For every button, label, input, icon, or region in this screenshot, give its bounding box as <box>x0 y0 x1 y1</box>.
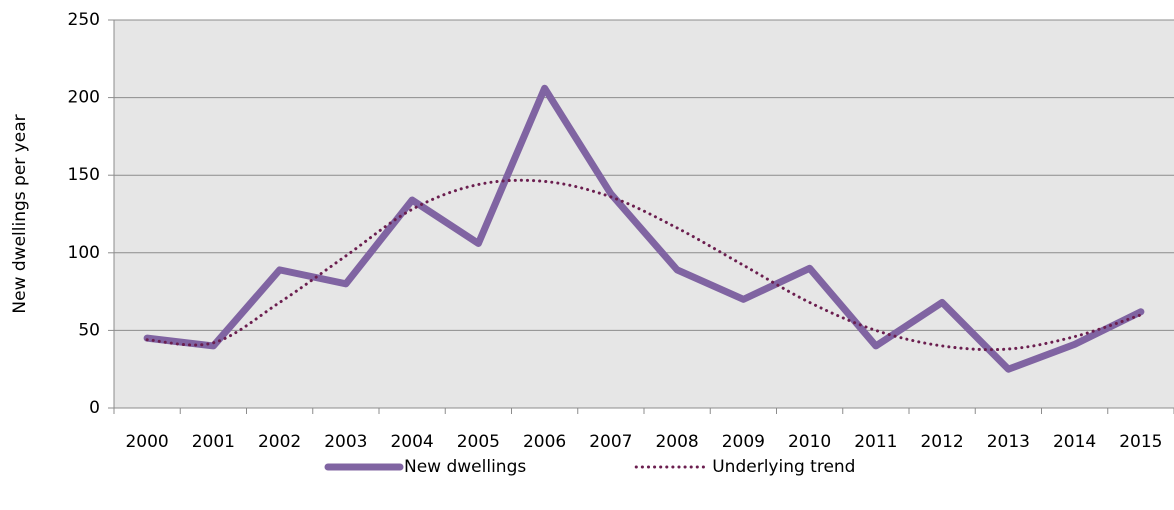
y-tick-label: 150 <box>68 165 100 185</box>
y-tick-label: 100 <box>68 243 100 263</box>
legend-label: Underlying trend <box>712 457 855 477</box>
x-tick-label: 2010 <box>788 432 831 452</box>
x-tick-label: 2003 <box>324 432 367 452</box>
x-tick-label: 2001 <box>192 432 235 452</box>
x-tick-label: 2012 <box>920 432 963 452</box>
y-tick-label: 0 <box>89 398 100 418</box>
x-tick-label: 2008 <box>655 432 698 452</box>
x-tick-label: 2006 <box>523 432 566 452</box>
x-tick-label: 2011 <box>854 432 897 452</box>
x-tick-label: 2013 <box>987 432 1030 452</box>
series-line <box>143 84 1145 373</box>
x-tick-label: 2000 <box>125 432 168 452</box>
series-line <box>145 178 1143 352</box>
x-tick-label: 2015 <box>1119 432 1162 452</box>
x-tick-label: 2002 <box>258 432 301 452</box>
x-tick-label: 2007 <box>589 432 632 452</box>
y-tick-label: 250 <box>68 10 100 30</box>
plot-area <box>114 20 1174 408</box>
x-tick-label: 2009 <box>722 432 765 452</box>
x-tick-label: 2005 <box>457 432 500 452</box>
x-tick-label: 2004 <box>390 432 433 452</box>
legend-label: New dwellings <box>404 457 526 477</box>
y-tick-label: 50 <box>78 320 100 340</box>
y-tick-label: 200 <box>68 88 100 108</box>
y-axis-label: New dwellings per year <box>10 114 30 313</box>
x-tick-label: 2014 <box>1053 432 1096 452</box>
